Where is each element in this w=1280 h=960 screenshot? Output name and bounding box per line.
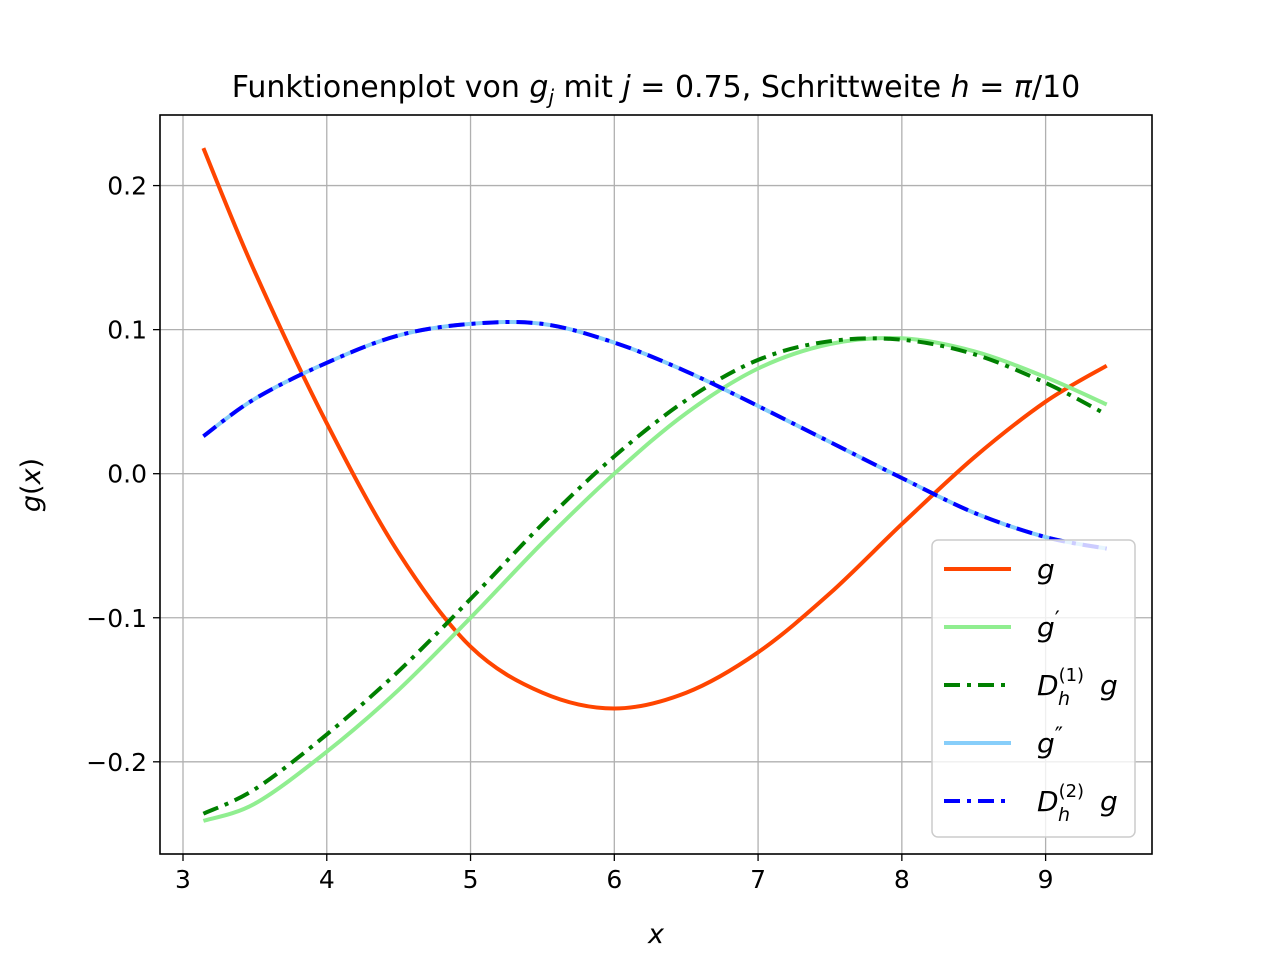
x-axis-label: x: [647, 919, 665, 950]
series-line-1: [202, 335, 1108, 823]
y-tick-label: 0.2: [107, 172, 147, 201]
x-tick-label: 9: [1038, 865, 1054, 894]
y-tick-label: −0.2: [86, 748, 147, 777]
x-tick-label: 7: [750, 865, 766, 894]
legend-label-1: g′: [1037, 608, 1060, 644]
y-tick-label: 0.0: [107, 460, 147, 489]
legend-label-4: D(2) h g: [1037, 781, 1118, 826]
series-line-0: [201, 147, 1108, 711]
y-axis-label: g(x): [16, 458, 47, 512]
x-tick-label: 6: [606, 865, 622, 894]
y-tick-label: −0.1: [86, 604, 147, 633]
grid: [160, 115, 1152, 854]
legend-label-0: g: [1037, 553, 1055, 586]
x-tick-label: 8: [894, 865, 910, 894]
x-tick-label: 4: [319, 865, 335, 894]
legend-box: [931, 539, 1136, 838]
series-line-2: [202, 336, 1108, 816]
plot-frame: [159, 114, 1153, 855]
legend-label-2: D(1) h g: [1037, 665, 1118, 710]
legend-label-3: g″: [1037, 724, 1063, 760]
y-tick-label: 0.1: [107, 316, 147, 345]
axis-ticks: 3 4 5 6 7 8 9 −0.2 −0.1 0.0 0.1 0.2: [86, 172, 1053, 894]
chart-title: Funktionenplot von gj mit j = 0.75, Schr…: [232, 70, 1081, 109]
x-tick-label: 3: [175, 865, 191, 894]
x-tick-label: 5: [463, 865, 479, 894]
legend: g g′ D(1) h g g″ D(2) h g: [931, 539, 1136, 838]
series-lines: [201, 147, 1108, 823]
series-line-4: [202, 319, 1108, 551]
